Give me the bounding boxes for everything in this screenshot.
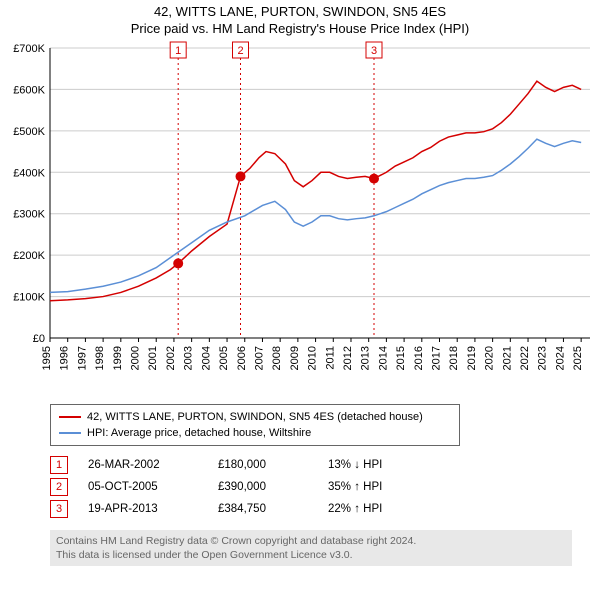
svg-text:£600K: £600K [13,84,45,96]
svg-text:2012: 2012 [342,346,354,370]
footer-line1: Contains HM Land Registry data © Crown c… [56,534,566,548]
sale-price: £390,000 [218,481,308,493]
chart: £0 £100K £200K £300K £400K £500K £600K £700K 199… [0,38,600,398]
sale-price: £384,750 [218,503,308,515]
svg-text:£0: £0 [33,333,45,345]
svg-text:2011: 2011 [324,346,336,370]
sale-number-box: 2 [50,478,68,496]
svg-text:2018: 2018 [448,346,460,370]
svg-text:£400K: £400K [13,167,45,179]
svg-text:1: 1 [175,45,181,57]
svg-text:2010: 2010 [307,346,319,370]
svg-text:1998: 1998 [94,346,106,370]
svg-text:1996: 1996 [59,346,71,370]
legend-item: 42, WITTS LANE, PURTON, SWINDON, SN5 4ES… [59,409,451,425]
svg-text:£200K: £200K [13,250,45,262]
sale-row: 3 19-APR-2013 £384,750 22% ↑ HPI [50,498,600,520]
svg-text:1999: 1999 [112,346,124,370]
svg-text:2008: 2008 [271,346,283,370]
title-subtitle: Price paid vs. HM Land Registry's House … [0,21,600,38]
svg-text:1997: 1997 [76,346,88,370]
titles: 42, WITTS LANE, PURTON, SWINDON, SN5 4ES… [0,0,600,38]
legend-swatch [59,432,81,434]
svg-text:2015: 2015 [395,346,407,370]
svg-text:2013: 2013 [360,346,372,370]
svg-text:2006: 2006 [236,346,248,370]
sale-date: 26-MAR-2002 [88,459,198,471]
svg-text:£300K: £300K [13,208,45,220]
svg-text:2000: 2000 [130,346,142,370]
footer-line2: This data is licensed under the Open Gov… [56,548,566,562]
svg-text:2005: 2005 [218,346,230,370]
legend-label: HPI: Average price, detached house, Wilt… [87,427,311,439]
chart-svg: £0 £100K £200K £300K £400K £500K £600K £700K 199… [0,38,600,398]
svg-text:2014: 2014 [377,346,389,370]
legend-label: 42, WITTS LANE, PURTON, SWINDON, SN5 4ES… [87,411,423,423]
sale-date: 05-OCT-2005 [88,481,198,493]
sale-delta: 35% ↑ HPI [328,481,418,493]
svg-text:£500K: £500K [13,126,45,138]
svg-text:1995: 1995 [41,346,53,370]
svg-text:2001: 2001 [147,346,159,370]
sale-delta: 22% ↑ HPI [328,503,418,515]
svg-text:2025: 2025 [572,346,584,370]
sale-row: 1 26-MAR-2002 £180,000 13% ↓ HPI [50,454,600,476]
footer: Contains HM Land Registry data © Crown c… [50,530,572,566]
page: 42, WITTS LANE, PURTON, SWINDON, SN5 4ES… [0,0,600,566]
svg-text:2: 2 [237,45,243,57]
svg-text:2007: 2007 [253,346,265,370]
sale-row: 2 05-OCT-2005 £390,000 35% ↑ HPI [50,476,600,498]
svg-text:2021: 2021 [501,346,513,370]
title-address: 42, WITTS LANE, PURTON, SWINDON, SN5 4ES [0,4,600,21]
sale-price: £180,000 [218,459,308,471]
sales-table: 1 26-MAR-2002 £180,000 13% ↓ HPI 2 05-OCT-200… [50,454,600,520]
sale-number-box: 1 [50,456,68,474]
svg-text:2009: 2009 [289,346,301,370]
svg-text:2022: 2022 [519,346,531,370]
svg-text:2004: 2004 [200,346,212,370]
legend-swatch [59,416,81,418]
svg-text:2023: 2023 [537,346,549,370]
svg-text:3: 3 [371,45,377,57]
legend: 42, WITTS LANE, PURTON, SWINDON, SN5 4ES… [50,404,460,446]
svg-text:2019: 2019 [466,346,478,370]
legend-item: HPI: Average price, detached house, Wilt… [59,425,451,441]
svg-text:2002: 2002 [165,346,177,370]
sale-number-box: 3 [50,500,68,518]
svg-text:£100K: £100K [13,291,45,303]
sale-date: 19-APR-2013 [88,503,198,515]
svg-text:2016: 2016 [413,346,425,370]
svg-text:2024: 2024 [554,346,566,370]
svg-text:2003: 2003 [183,346,195,370]
svg-text:2020: 2020 [484,346,496,370]
sale-delta: 13% ↓ HPI [328,459,418,471]
svg-text:2017: 2017 [431,346,443,370]
svg-text:£700K: £700K [13,43,45,55]
